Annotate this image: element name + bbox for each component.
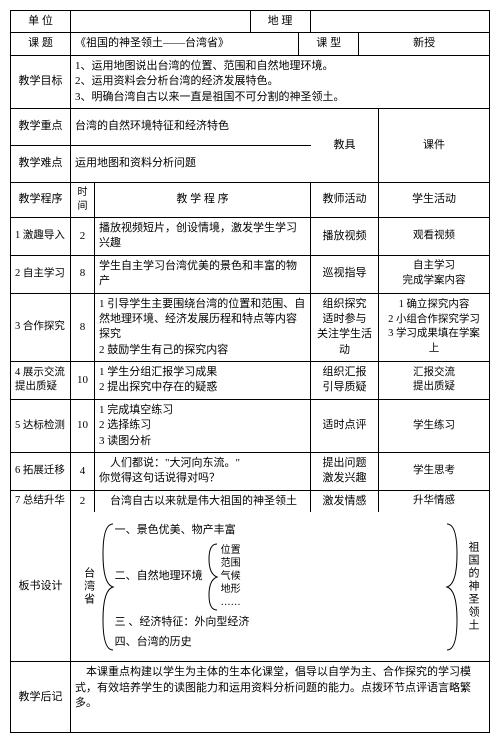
step-time: 2 — [71, 491, 95, 512]
step-student: 1 确立探究内容 2 小组合作探究学习 3 学习成果填在学案上 — [379, 294, 489, 362]
step-time: 2 — [71, 218, 95, 255]
step-teacher: 适时点评 — [311, 400, 379, 452]
goals-label: 教学目标 — [11, 56, 71, 108]
diff-value: 运用地图和资料分析问题 — [71, 146, 311, 182]
row-proc-header: 教学程序 时间 教 学 程 序 教师活动 学生活动 — [11, 183, 489, 218]
goal-1: 1、运用地图说出台湾的位置、范围和自然地理环境。 — [75, 59, 334, 74]
step-no: 7 总结升华 — [11, 491, 71, 512]
board-sub: 位置 范围 气候 地形 …… — [221, 544, 241, 609]
board-l3: 三 、经济特征：外向型经济 — [115, 614, 446, 632]
step-time: 4 — [71, 453, 95, 490]
step-row: 4 展示交流 提出质疑101 学生分组汇报学习成果 2 提出探究中存在的疑惑组织… — [11, 362, 489, 400]
step-student: 自主学习 完成学案内容 — [379, 256, 489, 293]
step-row: 1 激趣导入2播放视频短片，创设情境，激发学生学习兴趣播放视频观看视频 — [11, 218, 489, 256]
diff-label: 教学难点 — [11, 146, 71, 182]
procedure-label: 教 学 程 序 — [95, 183, 311, 217]
step-proc: 学生自主学习台湾优美的景色和丰富的物产 — [95, 256, 311, 293]
step-proc: 1 完成填空练习 2 选择练习 3 读图分析 — [95, 400, 311, 452]
unit-label: 单 位 — [11, 11, 71, 32]
type-value: 新授 — [359, 33, 489, 54]
unit-value — [71, 11, 251, 32]
goal-3: 3、明确台湾自古以来一直是祖国不可分割的神圣领土。 — [75, 90, 345, 105]
step-row: 3 合作探究81 引导学生主要围绕台湾的位置和范围、自然地理环境、经济发展历程和… — [11, 294, 489, 363]
time-label: 时间 — [71, 183, 95, 217]
row-board: 板书设计 台湾省 一、景色优美、物产丰富 二、自然地理环境 — [11, 512, 489, 662]
board-right: 祖国的神圣领土 — [463, 541, 481, 632]
step-no: 5 达标检测 — [11, 400, 71, 452]
goals-value: 1、运用地图说出台湾的位置、范围和自然地理环境。 2、运用资料会分析台湾的经济发… — [71, 56, 489, 108]
step-time: 8 — [71, 294, 95, 362]
step-proc: 1 学生分组汇报学习成果 2 提出探究中存在的疑惑 — [95, 362, 311, 399]
step-teacher: 巡视指导 — [311, 256, 379, 293]
step-row: 6 拓展迁移4 人们都说："大河向东流。" 你觉得这句话说得对吗？提出问题 激发… — [11, 453, 489, 491]
step-teacher: 提出问题 激发兴趣 — [311, 453, 379, 490]
step-teacher: 组织汇报 引导质疑 — [311, 362, 379, 399]
goal-2: 2、运用资料会分析台湾的经济发展特色。 — [75, 74, 279, 89]
type-label: 课 型 — [299, 33, 359, 54]
step-student: 学生思考 — [379, 453, 489, 490]
bracket-right-icon — [445, 522, 459, 652]
step-row: 2 自主学习8学生自主学习台湾优美的景色和丰富的物产巡视指导自主学习 完成学案内… — [11, 256, 489, 294]
step-proc: 1 引导学生主要围绕台湾的位置和范围、自然地理环境、经济发展历程和特点等内容探究… — [95, 294, 311, 362]
step-row: 7 总结升华2 台湾自古以来就是伟大祖国的神圣领土激发情感升华情感 — [11, 491, 489, 512]
step-no: 2 自主学习 — [11, 256, 71, 293]
tools-value: 课件 — [379, 109, 489, 182]
step-student: 观看视频 — [379, 218, 489, 255]
topic-value: 《祖国的神圣领土——台湾省》 — [71, 33, 299, 54]
step-no: 4 展示交流 提出质疑 — [11, 362, 71, 399]
board-region: 台湾省 — [79, 567, 97, 606]
step-proc: 播放视频短片，创设情境，激发学生学习兴趣 — [95, 218, 311, 255]
bracket-left-icon — [101, 522, 115, 652]
step-row: 5 达标检测101 完成填空练习 2 选择练习 3 读图分析适时点评学生练习 — [11, 400, 489, 453]
step-proc: 人们都说："大河向东流。" 你觉得这句话说得对吗？ — [95, 453, 311, 490]
bracket-mid-icon — [207, 542, 219, 612]
row-reflect: 教学后记 本课重点构建以学生为主体的生本化课堂，倡导以自学为主、合作探究的学习模… — [11, 662, 489, 732]
board-l2: 二、自然地理环境 — [115, 568, 203, 586]
tools-label: 教具 — [311, 109, 379, 182]
step-student: 升华情感 — [379, 491, 489, 512]
step-student: 学生练习 — [379, 400, 489, 452]
step-no: 3 合作探究 — [11, 294, 71, 362]
board-l1: 一、景色优美、物产丰富 — [115, 522, 446, 540]
step-no: 1 激趣导入 — [11, 218, 71, 255]
subject-label: 地 理 — [251, 11, 311, 32]
reflect-label: 教学后记 — [11, 662, 71, 732]
board-l4: 四、台湾的历史 — [115, 634, 446, 652]
reflect-value: 本课重点构建以学生为主体的生本化课堂，倡导以自学为主、合作探究的学习模式，有效培… — [71, 662, 489, 732]
step-teacher: 激发情感 — [311, 491, 379, 512]
focus-value: 台湾的自然环境特征和经济特色 — [71, 109, 311, 145]
steps-container: 1 激趣导入2播放视频短片，创设情境，激发学生学习兴趣播放视频观看视频2 自主学… — [11, 218, 489, 512]
step-teacher: 播放视频 — [311, 218, 379, 255]
step-time: 8 — [71, 256, 95, 293]
topic-label: 课 题 — [11, 33, 71, 54]
board-label: 板书设计 — [11, 512, 71, 661]
step-no: 6 拓展迁移 — [11, 453, 71, 490]
focus-label: 教学重点 — [11, 109, 71, 145]
step-time: 10 — [71, 400, 95, 452]
row-topic: 课 题 《祖国的神圣领土——台湾省》 课 型 新授 — [11, 33, 489, 55]
row-unit: 单 位 地 理 — [11, 11, 489, 33]
step-teacher: 组织探究 适时参与 关注学生活动 — [311, 294, 379, 362]
step-student: 汇报交流 提出质疑 — [379, 362, 489, 399]
lesson-plan-table: 单 位 地 理 课 题 《祖国的神圣领土——台湾省》 课 型 新授 教学目标 1… — [10, 10, 490, 733]
teacher-label: 教师活动 — [311, 183, 379, 217]
step-time: 10 — [71, 362, 95, 399]
proc-label: 教学程序 — [11, 183, 71, 217]
row-goals: 教学目标 1、运用地图说出台湾的位置、范围和自然地理环境。 2、运用资料会分析台… — [11, 56, 489, 109]
row-focus-tools: 教学重点 台湾的自然环境特征和经济特色 教学难点 运用地图和资料分析问题 教具 … — [11, 109, 489, 183]
board-content: 台湾省 一、景色优美、物产丰富 二、自然地理环境 位置 范 — [71, 512, 489, 661]
student-label: 学生活动 — [379, 183, 489, 217]
subject-value — [311, 11, 490, 32]
step-proc: 台湾自古以来就是伟大祖国的神圣领土 — [95, 491, 311, 512]
